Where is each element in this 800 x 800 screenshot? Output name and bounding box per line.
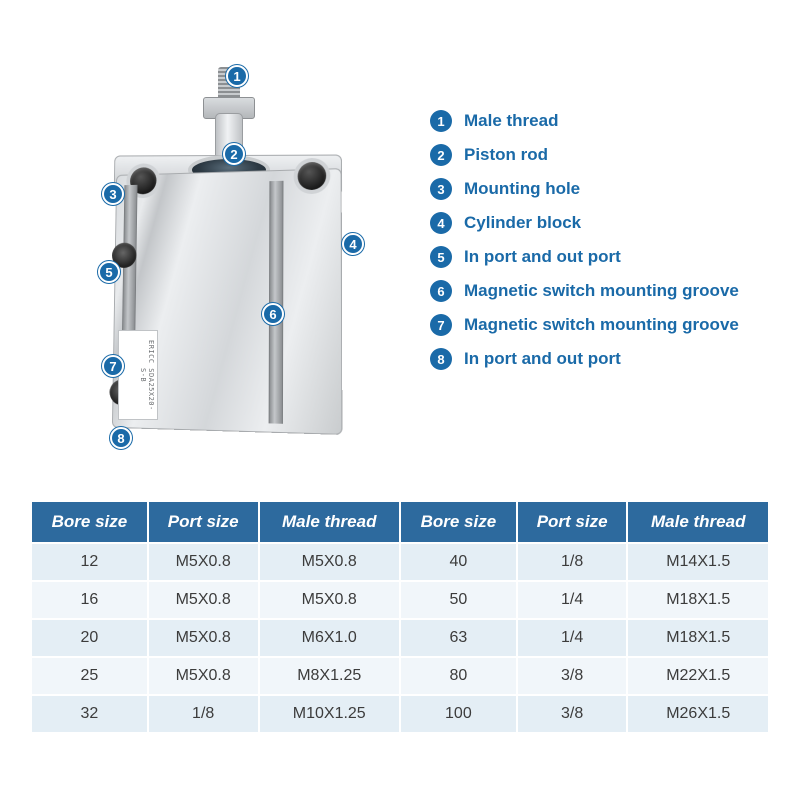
callout-marker-6: 6 (262, 303, 284, 325)
callout-marker-7: 7 (102, 355, 124, 377)
callout-marker-2: 2 (223, 143, 245, 165)
legend-num-icon: 6 (430, 280, 452, 302)
legend-item-2: 2 Piston rod (430, 144, 780, 166)
table-cell: 100 (400, 695, 517, 733)
table-header-cell: Bore size (31, 501, 148, 543)
legend-item-1: 1 Male thread (430, 110, 780, 132)
legend-num-icon: 7 (430, 314, 452, 336)
table-cell: 1/4 (517, 581, 628, 619)
table-cell: 3/8 (517, 695, 628, 733)
callout-marker-5: 5 (98, 261, 120, 283)
table-cell: M6X1.0 (259, 619, 400, 657)
table-header-cell: Male thread (259, 501, 400, 543)
table-cell: M5X0.8 (148, 543, 259, 581)
table-cell: M18X1.5 (627, 619, 769, 657)
table-cell: M5X0.8 (259, 581, 400, 619)
callout-marker-8: 8 (110, 427, 132, 449)
spec-table: Bore sizePort sizeMale threadBore sizePo… (30, 500, 770, 734)
table-cell: M5X0.8 (259, 543, 400, 581)
label-model: SDA25X20-S-B (139, 368, 155, 410)
table-cell: 40 (400, 543, 517, 581)
table-cell: M5X0.8 (148, 581, 259, 619)
table-cell: 25 (31, 657, 148, 695)
table-header-cell: Bore size (400, 501, 517, 543)
table-cell: 1/8 (148, 695, 259, 733)
legend-num-icon: 1 (430, 110, 452, 132)
top-section: ERICC SDA25X20-S-B 1 2 3 4 5 6 7 8 1 Male thread… (0, 0, 800, 480)
legend-label: In port and out port (464, 349, 621, 369)
legend-label: In port and out port (464, 247, 621, 267)
table-row: 321/8M10X1.251003/8M26X1.5 (31, 695, 769, 733)
table-row: 20M5X0.8M6X1.0631/4M18X1.5 (31, 619, 769, 657)
table-cell: M26X1.5 (627, 695, 769, 733)
table-cell: M22X1.5 (627, 657, 769, 695)
table-cell: 32 (31, 695, 148, 733)
table-cell: 80 (400, 657, 517, 695)
legend-item-7: 7 Magnetic switch mounting groove (430, 314, 780, 336)
product-diagram: ERICC SDA25X20-S-B 1 2 3 4 5 6 7 8 (40, 35, 400, 455)
product-label: ERICC SDA25X20-S-B (118, 330, 158, 420)
legend: 1 Male thread 2 Piston rod 3 Mounting hole 4 Cy… (430, 110, 780, 382)
table-cell: M18X1.5 (627, 581, 769, 619)
part-mounting-hole (298, 162, 327, 191)
legend-num-icon: 8 (430, 348, 452, 370)
table-header-cell: Port size (148, 501, 259, 543)
table-cell: M8X1.25 (259, 657, 400, 695)
legend-num-icon: 2 (430, 144, 452, 166)
legend-label: Cylinder block (464, 213, 581, 233)
table-row: 16M5X0.8M5X0.8501/4M18X1.5 (31, 581, 769, 619)
table-cell: M5X0.8 (148, 657, 259, 695)
legend-num-icon: 4 (430, 212, 452, 234)
table-header-cell: Port size (517, 501, 628, 543)
legend-label: Mounting hole (464, 179, 580, 199)
table-row: 25M5X0.8M8X1.25803/8M22X1.5 (31, 657, 769, 695)
legend-item-8: 8 In port and out port (430, 348, 780, 370)
table-cell: 20 (31, 619, 148, 657)
callout-marker-3: 3 (102, 183, 124, 205)
table-header-row: Bore sizePort sizeMale threadBore sizePo… (31, 501, 769, 543)
table-cell: M10X1.25 (259, 695, 400, 733)
legend-label: Magnetic switch mounting groove (464, 315, 739, 335)
legend-label: Magnetic switch mounting groove (464, 281, 739, 301)
table-cell: 50 (400, 581, 517, 619)
table-cell: 12 (31, 543, 148, 581)
table-body: 12M5X0.8M5X0.8401/8M14X1.516M5X0.8M5X0.8… (31, 543, 769, 733)
label-brand: ERICC (147, 340, 155, 364)
legend-item-3: 3 Mounting hole (430, 178, 780, 200)
spec-table-section: Bore sizePort sizeMale threadBore sizePo… (30, 500, 770, 734)
legend-num-icon: 5 (430, 246, 452, 268)
table-row: 12M5X0.8M5X0.8401/8M14X1.5 (31, 543, 769, 581)
callout-marker-1: 1 (226, 65, 248, 87)
legend-label: Male thread (464, 111, 558, 131)
legend-item-4: 4 Cylinder block (430, 212, 780, 234)
table-header-cell: Male thread (627, 501, 769, 543)
table-cell: 16 (31, 581, 148, 619)
table-cell: 63 (400, 619, 517, 657)
table-cell: 1/8 (517, 543, 628, 581)
table-cell: 1/4 (517, 619, 628, 657)
table-cell: 3/8 (517, 657, 628, 695)
legend-item-6: 6 Magnetic switch mounting groove (430, 280, 780, 302)
legend-item-5: 5 In port and out port (430, 246, 780, 268)
table-cell: M14X1.5 (627, 543, 769, 581)
legend-label: Piston rod (464, 145, 548, 165)
callout-marker-4: 4 (342, 233, 364, 255)
table-cell: M5X0.8 (148, 619, 259, 657)
legend-num-icon: 3 (430, 178, 452, 200)
